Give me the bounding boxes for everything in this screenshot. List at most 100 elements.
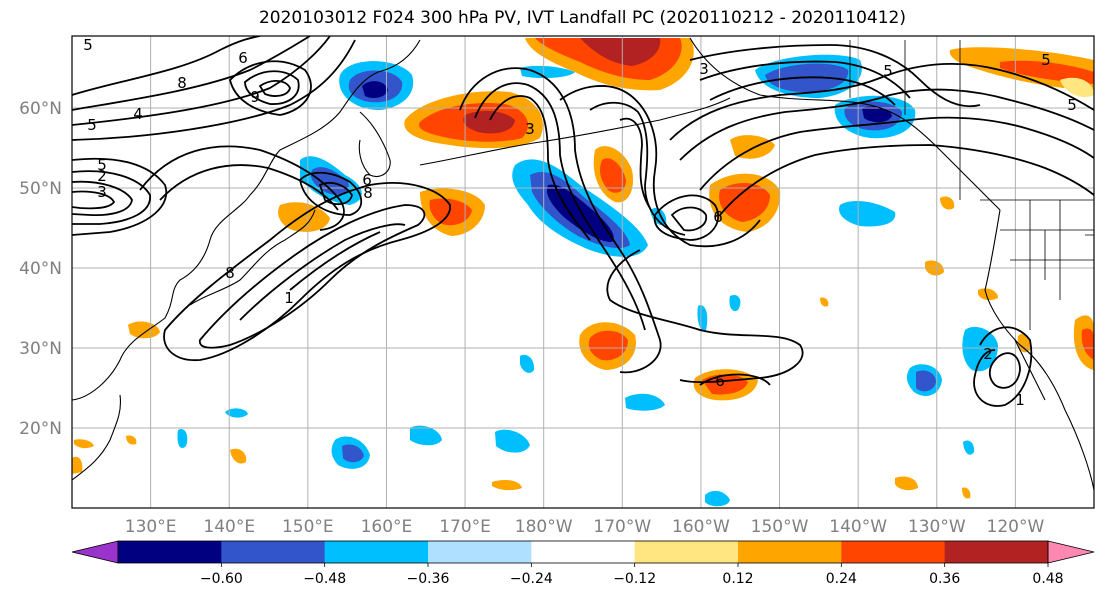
kamchatka-coast [358, 111, 391, 178]
colorbar-segment [738, 541, 842, 563]
latitude-label: 30°N [19, 339, 62, 359]
map-border [71, 35, 1095, 509]
contour-label: 2 [97, 167, 107, 185]
pv-contour-line [198, 204, 426, 349]
positive-anomaly-blob [962, 487, 971, 499]
pv-contour-line [606, 249, 804, 384]
anomaly-shading [72, 38, 1094, 507]
negative-anomaly-blob [520, 65, 575, 79]
contour-label: 6 [238, 49, 248, 67]
alaska-coast [689, 37, 1001, 211]
longitude-label: 150°W [751, 517, 809, 537]
contour-label: 6 [713, 208, 723, 226]
aleutian-chain [419, 97, 731, 166]
pv-contour-line [988, 352, 1021, 389]
pv-contour-line [699, 60, 911, 99]
negative-anomaly-blob [963, 440, 975, 455]
coastlines [72, 37, 1094, 491]
pv-contour-line [163, 182, 451, 361]
colorbar-segment [531, 541, 636, 563]
colorbar-segment [324, 541, 429, 563]
pv-contour-line [289, 231, 381, 291]
positive-anomaly-blob [230, 448, 247, 464]
pv-contour-line [719, 144, 1094, 216]
negative-anomaly-blob [705, 490, 730, 507]
asia-coast [72, 39, 421, 401]
graticule [72, 36, 1094, 508]
negative-anomaly-blob [495, 429, 530, 453]
pv-contour-line [589, 101, 686, 236]
negative-anomaly-core [546, 184, 614, 242]
pv-contour-line [689, 44, 981, 108]
positive-anomaly-blob [72, 456, 83, 474]
contour-label: 8 [363, 184, 373, 202]
positive-anomaly-core [1081, 328, 1094, 360]
pv-contour-line [229, 60, 312, 116]
contour-label: 9 [250, 88, 260, 106]
longitude-label: 130°W [908, 517, 966, 537]
pv-contour-line [72, 157, 168, 236]
negative-anomaly-blob [520, 354, 535, 373]
longitude-label: 160°W [672, 517, 730, 537]
colorbar-extend-high [1047, 540, 1095, 564]
longitude-label: 160°E [361, 517, 413, 537]
positive-anomaly-blob [730, 135, 775, 159]
positive-anomaly-blob [820, 297, 829, 307]
contour-label: 5 [1067, 96, 1077, 114]
contour-label: 5 [83, 36, 93, 54]
negative-anomaly-blob [225, 408, 248, 418]
longitude-label: 140°W [829, 517, 887, 537]
pv-contour-line [72, 39, 356, 141]
positive-anomaly-blob [492, 480, 522, 491]
map-background [72, 36, 1094, 508]
pv-contour-line [159, 164, 339, 211]
pv-contour-line [72, 36, 331, 126]
contour-label: 5 [97, 156, 107, 174]
longitude-label: 120°W [987, 517, 1045, 537]
longitude-label: 170°E [439, 517, 491, 537]
negative-anomaly-core [362, 81, 388, 98]
pv-contour-line [619, 117, 651, 209]
pv-contour-line [318, 182, 353, 206]
negative-anomaly-blob [962, 326, 998, 372]
pv-contour-line [474, 82, 646, 331]
positive-anomaly-blob [1060, 77, 1094, 98]
positive-anomaly-blob [940, 196, 955, 210]
negative-anomaly-blob [729, 294, 741, 312]
negative-anomaly-core [342, 444, 364, 463]
pv-contour-line [709, 76, 896, 106]
contour-label: 6 [362, 171, 372, 189]
latitude-label: 50°N [19, 179, 62, 199]
contour-label: 1 [1015, 391, 1025, 409]
colorbar-segment [428, 541, 532, 563]
positive-anomaly-core [429, 198, 472, 226]
us-states [980, 199, 1094, 330]
colorbar-segment [634, 541, 739, 563]
positive-anomaly-blob [74, 439, 94, 449]
pv-contour-line [669, 62, 1094, 141]
positive-anomaly-blob [126, 435, 137, 445]
positive-anomaly-blob [128, 321, 160, 339]
contour-label: 5 [883, 62, 893, 80]
negative-anomaly-blob [650, 207, 667, 226]
negative-anomaly-blob [839, 200, 896, 227]
colorbar-tick-label: −0.24 [510, 571, 553, 587]
colorbar-segment [944, 541, 1049, 563]
colorbar-tick-label: −0.60 [200, 571, 243, 587]
longitude-label: 130°E [125, 517, 177, 537]
colorbar-tick-label: −0.12 [613, 571, 656, 587]
colorbar-tick-label: 0.48 [1032, 571, 1063, 587]
contour-label: 2 [983, 345, 993, 363]
colorbar-segment [118, 541, 222, 563]
pv-contour-line [699, 116, 1094, 191]
pv-contour-line [239, 223, 406, 321]
contour-label: 3 [97, 183, 107, 201]
negative-anomaly-core [916, 370, 936, 392]
colorbar-tick-label: 0.36 [929, 571, 960, 587]
pv-contour-line [489, 95, 591, 241]
pv-contour-line [244, 70, 300, 105]
contour-label: 3 [699, 60, 709, 78]
negative-anomaly-blob [177, 428, 188, 449]
